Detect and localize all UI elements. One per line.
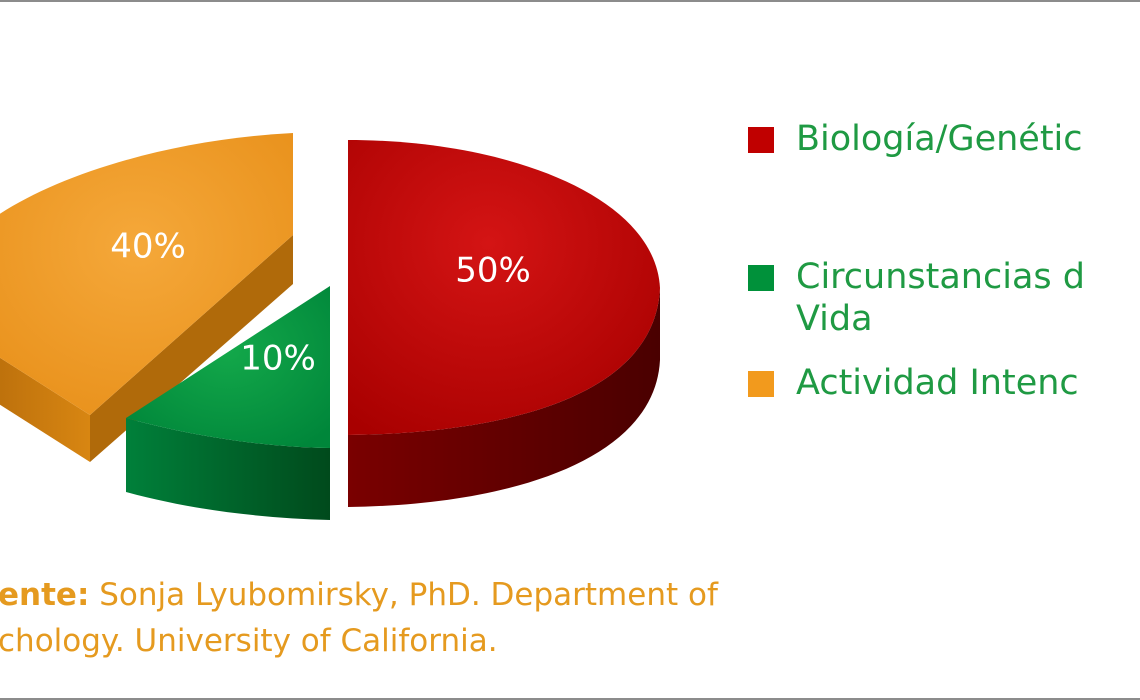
slice-label-actividad: 40% (110, 227, 186, 267)
legend-item-biologia: Biología/Genétic (748, 118, 1140, 160)
pie-slice-circunstancias: 10% (126, 286, 330, 520)
pie-slice-actividad-side (0, 357, 90, 462)
pie-slice-circunstancias-top (126, 286, 330, 448)
pie-slice-biologia-side (348, 288, 660, 507)
pie-slice-actividad: 40% (0, 133, 293, 462)
source-line-2: chology. University of California. (0, 623, 498, 659)
pie-slice-biologia-top (348, 140, 660, 435)
pie-slice-circunstancias-side (126, 418, 330, 520)
legend-swatch-actividad (748, 371, 774, 397)
pie-slice-actividad-side-inner (90, 235, 293, 462)
legend-item-actividad: Actividad Intenc (748, 362, 1140, 404)
chart-legend: Biología/Genétic Circunstancias d Vida A… (748, 118, 1140, 404)
slice-label-circunstancias: 10% (240, 339, 316, 379)
legend-label-biologia: Biología/Genétic (796, 119, 1083, 159)
legend-swatch-biologia (748, 127, 774, 153)
source-note: ente: Sonja Lyubomirsky, PhD. Department… (0, 572, 758, 664)
pie-slice-biologia: 50% (348, 140, 660, 507)
source-label: ente: (0, 577, 90, 613)
source-text: Sonja Lyubomirsky, PhD. Department of (89, 577, 718, 613)
legend-item-circunstancias: Circunstancias d Vida (748, 256, 1140, 340)
legend-swatch-circunstancias (748, 265, 774, 291)
pie-slice-actividad-top (0, 133, 293, 415)
source-line-1: ente: Sonja Lyubomirsky, PhD. Department… (0, 572, 758, 618)
legend-label-actividad: Actividad Intenc (796, 363, 1079, 403)
slice-label-biologia: 50% (455, 251, 531, 291)
legend-label-circunstancias: Circunstancias d Vida (796, 257, 1085, 339)
